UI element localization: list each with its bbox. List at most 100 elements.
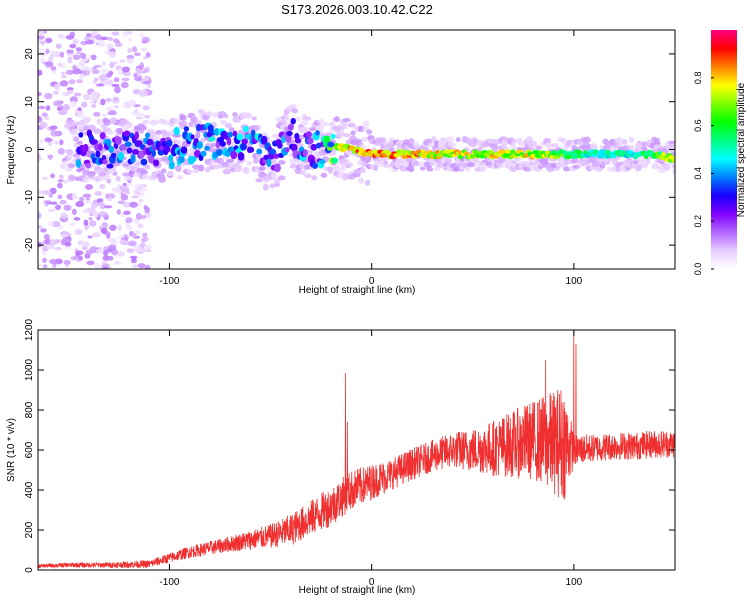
spectrogram-cell [584, 136, 591, 144]
spectrogram-cell [63, 103, 70, 111]
spectrogram-cell [67, 174, 76, 182]
spectrogram-cell [590, 143, 598, 150]
spectrogram-cell [306, 131, 312, 138]
spectrogram-cell [359, 167, 367, 174]
spectrogram-cell [89, 98, 95, 105]
spectrogram-plot-area [38, 30, 675, 269]
spectrogram-cell [122, 104, 129, 109]
spectrogram-cell [38, 116, 43, 123]
spectrogram-cell [144, 264, 151, 269]
spectrogram-cell [163, 144, 171, 153]
spectrogram-cell [178, 155, 185, 164]
spectrogram-cell [59, 80, 69, 87]
spectrogram-cell [57, 62, 63, 67]
spectrogram-cell [73, 217, 81, 221]
spectrogram-cell [122, 201, 131, 208]
spectrogram-cell [106, 163, 114, 169]
spectrogram-cell [304, 116, 312, 121]
spectrogram-cell [273, 153, 279, 159]
spectrogram-cell [306, 137, 314, 145]
spectrogram-cell [465, 166, 471, 172]
spectrogram-cell [220, 119, 227, 125]
spectrogram-cell [284, 147, 290, 153]
spectrogram-cell [134, 52, 141, 57]
spectrogram-cell [118, 59, 126, 63]
spectrogram-cell [49, 125, 58, 130]
spectrogram-cell [146, 84, 152, 89]
snr-y-ticks: 0 200 400 600 800 1000 1200 [24, 318, 675, 573]
spectrogram-cell [92, 80, 98, 84]
spectrogram-cell [54, 140, 59, 145]
spectrogram-cell [136, 112, 145, 118]
spectrogram-y-ticks: -20 -10 0 10 20 [24, 48, 675, 252]
colorbar-tick-label: 0.4 [693, 167, 703, 180]
spectrogram-cell [159, 174, 166, 180]
spectrogram-cell [77, 114, 86, 119]
spectrogram-cell [141, 40, 149, 44]
spectrogram-cell [436, 161, 445, 168]
spectrogram-cell [45, 105, 51, 111]
spectrogram-cell [104, 205, 113, 209]
spectrogram-cell [97, 143, 103, 151]
spectrogram-cell [342, 133, 351, 138]
spectrogram-cell [137, 223, 144, 229]
spectrogram-cell [256, 148, 263, 155]
spectrogram-cell [139, 33, 146, 39]
spectrogram-cell [479, 166, 486, 172]
spectrogram-cell [78, 132, 84, 138]
spectrogram-cell [91, 69, 100, 75]
spectrogram-cell [153, 159, 160, 167]
spectrogram-cell [126, 147, 133, 154]
spectrogram-cell [123, 130, 131, 137]
spectrogram-cell [172, 118, 181, 125]
spectrogram-cell [43, 233, 50, 240]
spectrogram-cell [327, 166, 334, 174]
spectrogram-cell [38, 155, 42, 162]
spectrogram-cell [562, 166, 571, 172]
spectrogram-cell [141, 186, 147, 192]
spectrogram-cell [82, 193, 92, 198]
spectrogram-cell [76, 79, 84, 84]
spectrogram-cell [628, 145, 635, 150]
spectrogram-cell [81, 69, 91, 77]
spectrogram-cell [577, 149, 582, 155]
spectrogram-cell [60, 231, 69, 238]
spectrogram-cell [286, 130, 293, 137]
spectrogram-cell [94, 191, 103, 196]
spectrogram-cell [193, 167, 199, 174]
spectrogram-cell [290, 117, 296, 125]
spectrogram-cell [79, 196, 85, 203]
spectrogram-cell [346, 161, 354, 168]
spectrogram-cell [154, 133, 160, 139]
spectrogram-cell [377, 161, 384, 167]
spectrogram-cell [312, 162, 318, 170]
spectrogram-cell [259, 166, 266, 171]
spectrogram-cell [127, 37, 133, 43]
colorbar-gradient [711, 30, 737, 269]
spectrogram-cell [65, 69, 75, 76]
spectrogram-cell [180, 146, 188, 154]
spectrogram-cell [107, 36, 114, 42]
colorbar-label: Normalized spectral amplitude [736, 82, 747, 217]
spectrogram-cell [117, 251, 125, 257]
spectrogram-cell [428, 167, 434, 172]
snr-x-ticks: -100 0 100 [159, 330, 583, 588]
spectrogram-cell [74, 228, 83, 236]
spectrogram-cell [607, 166, 614, 173]
spectrogram-cell [183, 126, 190, 132]
spectrogram-cell [38, 241, 43, 248]
spectrogram-cell [232, 116, 241, 123]
snr-y-tick-label: 1200 [24, 318, 35, 341]
spectrogram-cell [294, 132, 300, 140]
spectrogram-cell [137, 201, 142, 207]
spectrogram-cell [96, 83, 104, 87]
spectrogram-cell [663, 164, 671, 171]
spectrogram-cell [125, 217, 133, 224]
spectrogram-cell [132, 89, 141, 95]
spectrogram-cell [511, 139, 519, 144]
spectrogram-cell [57, 147, 65, 155]
spectrogram-cell [342, 117, 351, 123]
spectrogram-y-tick-label: -20 [24, 237, 35, 252]
spectrogram-cell [121, 77, 130, 81]
spectrogram-cell [102, 255, 110, 261]
